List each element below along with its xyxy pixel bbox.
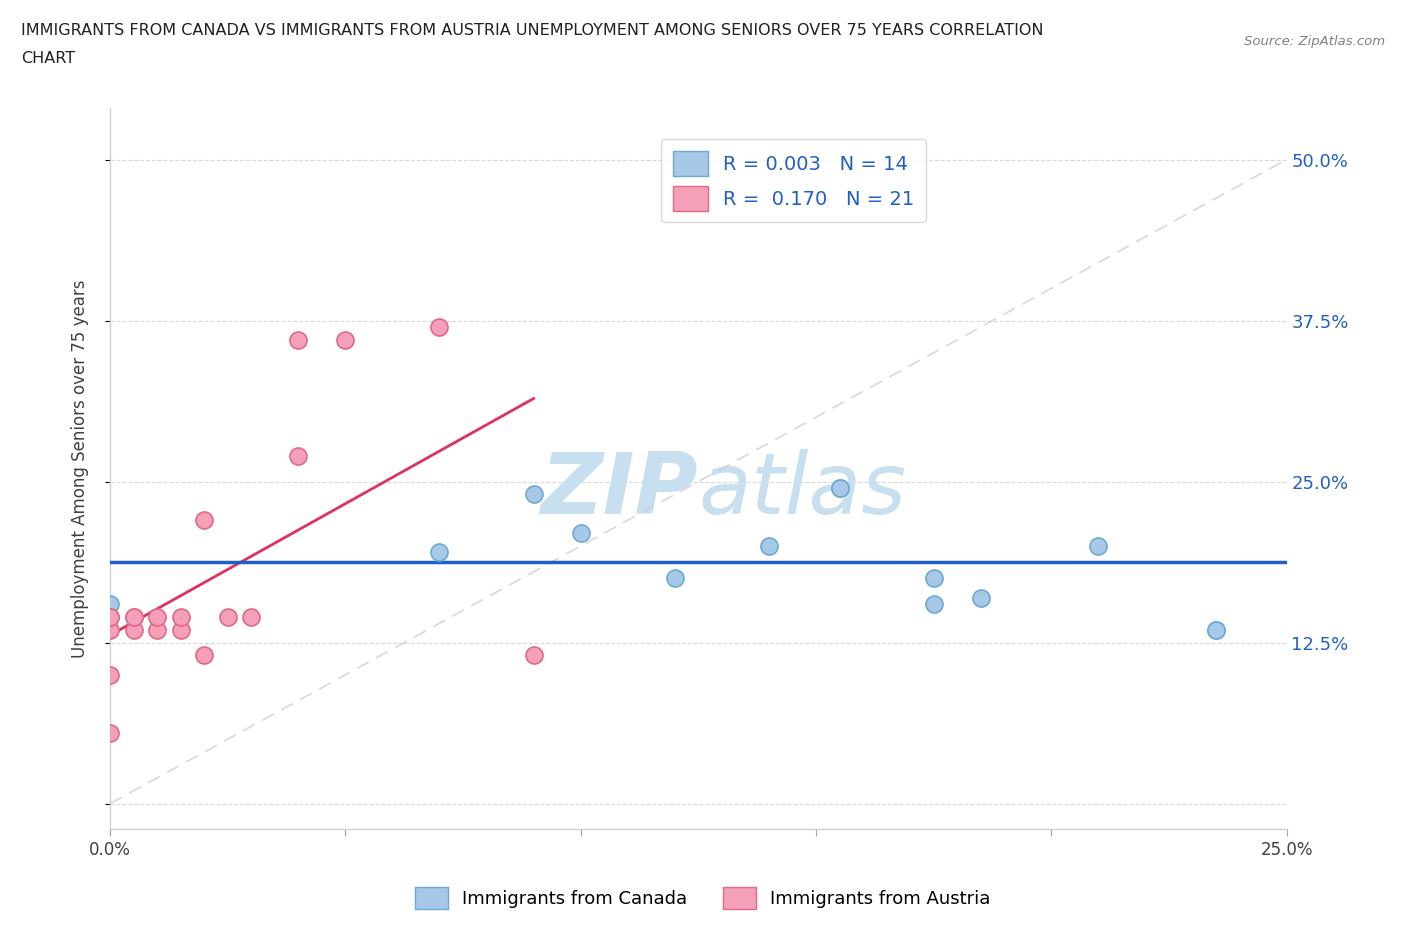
Text: CHART: CHART [21, 51, 75, 66]
Point [193, 512, 215, 527]
Point [122, 622, 145, 637]
Point [98, 725, 121, 740]
Point [98, 622, 121, 637]
Point [429, 545, 451, 560]
Point [523, 487, 546, 502]
Point [98, 609, 121, 624]
Point [169, 622, 191, 637]
Point [122, 609, 145, 624]
Point [335, 332, 357, 347]
Point [758, 538, 780, 553]
Point [569, 525, 592, 540]
Point [122, 609, 145, 624]
Point [1205, 622, 1227, 637]
Point [217, 609, 239, 624]
Point [922, 596, 945, 611]
Text: Source: ZipAtlas.com: Source: ZipAtlas.com [1244, 35, 1385, 48]
Point [98, 609, 121, 624]
Point [970, 590, 993, 604]
Point [169, 609, 191, 624]
Y-axis label: Unemployment Among Seniors over 75 years: Unemployment Among Seniors over 75 years [72, 279, 89, 658]
Text: IMMIGRANTS FROM CANADA VS IMMIGRANTS FROM AUSTRIA UNEMPLOYMENT AMONG SENIORS OVE: IMMIGRANTS FROM CANADA VS IMMIGRANTS FRO… [21, 23, 1043, 38]
Point [664, 571, 686, 586]
Point [287, 332, 309, 347]
Point [240, 609, 263, 624]
Point [1205, 622, 1227, 637]
Point [828, 481, 851, 496]
Text: ZIP: ZIP [541, 449, 699, 532]
Point [922, 571, 945, 586]
Point [193, 648, 215, 663]
Legend: R = 0.003   N = 14, R =  0.170   N = 21: R = 0.003 N = 14, R = 0.170 N = 21 [661, 140, 927, 222]
Point [828, 481, 851, 496]
Point [146, 622, 169, 637]
Text: atlas: atlas [699, 449, 907, 532]
Point [146, 609, 169, 624]
Point [429, 320, 451, 335]
Point [523, 648, 546, 663]
Point [1087, 538, 1109, 553]
Point [98, 596, 121, 611]
Legend: Immigrants from Canada, Immigrants from Austria: Immigrants from Canada, Immigrants from … [408, 880, 998, 916]
Point [287, 448, 309, 463]
Point [98, 668, 121, 683]
